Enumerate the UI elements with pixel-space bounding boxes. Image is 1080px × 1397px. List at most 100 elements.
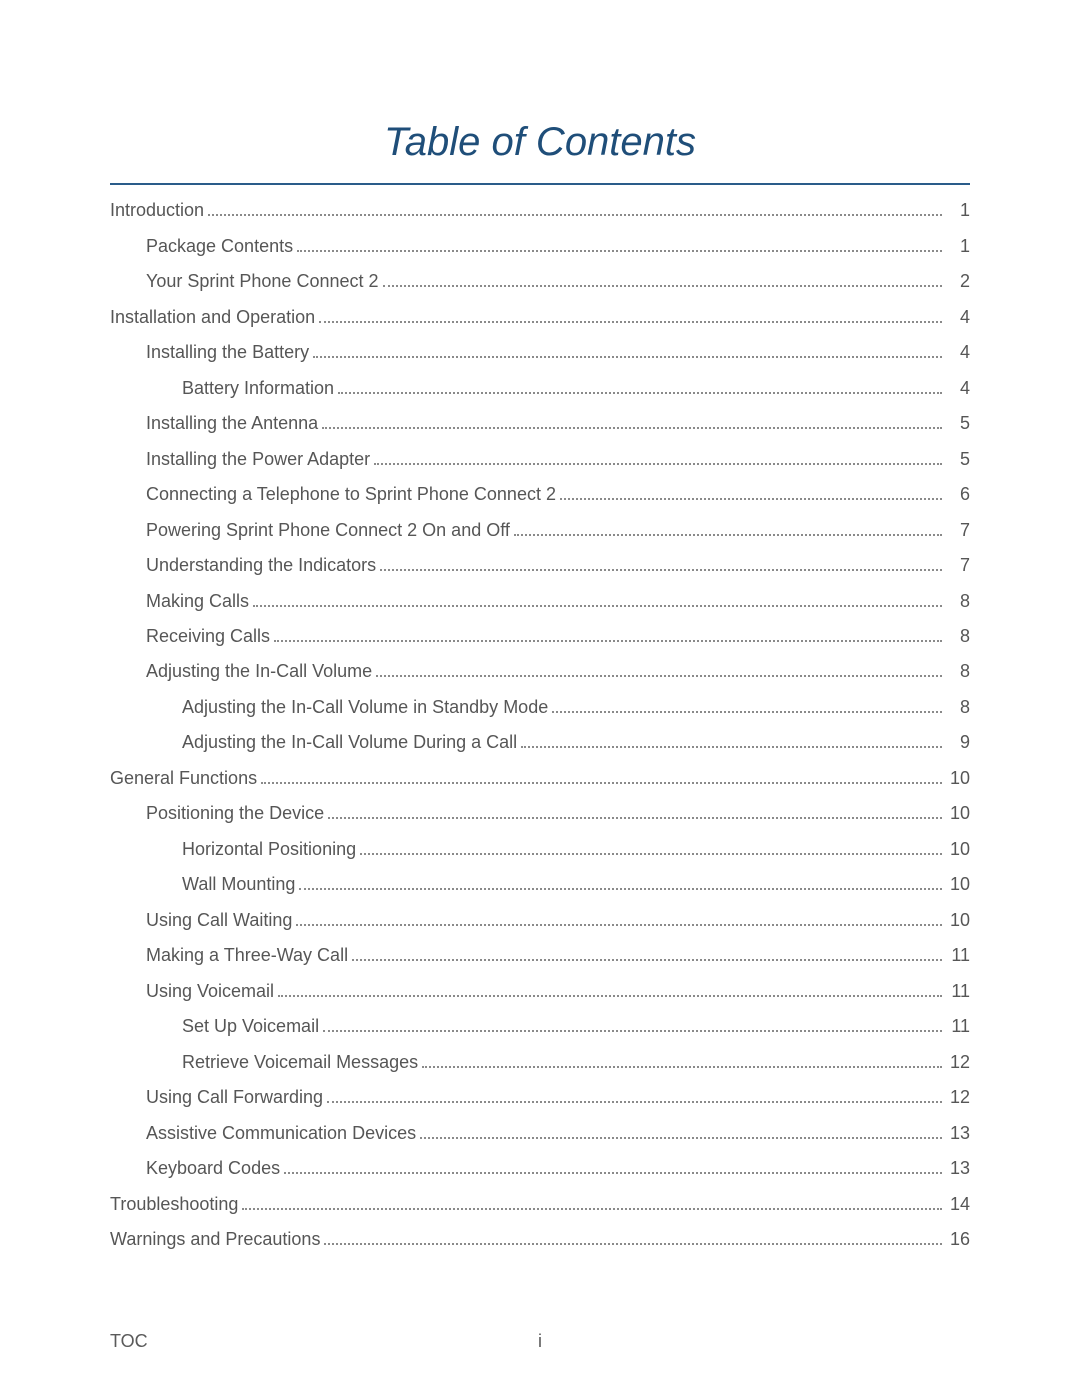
toc-entry[interactable]: Adjusting the In-Call Volume in Standby … — [110, 695, 970, 719]
footer-page-number: i — [0, 1331, 1080, 1352]
toc-entry[interactable]: Positioning the Device10 — [110, 801, 970, 825]
toc-entry-page: 7 — [946, 518, 970, 542]
toc-entry[interactable]: Making a Three-Way Call 11 — [110, 943, 970, 967]
toc-leader-dots — [284, 1156, 942, 1174]
toc-entry[interactable]: Package Contents1 — [110, 233, 970, 257]
toc-entry[interactable]: Connecting a Telephone to Sprint Phone C… — [110, 482, 970, 506]
toc-leader-dots — [420, 1121, 942, 1139]
toc-entry-page: 8 — [946, 624, 970, 648]
toc-entry-label: Adjusting the In-Call Volume in Standby … — [182, 695, 548, 719]
toc-leader-dots — [324, 1227, 942, 1245]
toc-entry[interactable]: Troubleshooting 14 — [110, 1192, 970, 1216]
toc-leader-dots — [296, 908, 942, 926]
toc-entry[interactable]: Understanding the Indicators 7 — [110, 553, 970, 577]
toc-leader-dots — [261, 766, 942, 784]
toc-entry-label: Troubleshooting — [110, 1192, 238, 1216]
toc-entry-label: Retrieve Voicemail Messages — [182, 1050, 418, 1074]
toc-leader-dots — [327, 1085, 942, 1103]
toc-entry[interactable]: Assistive Communication Devices13 — [110, 1121, 970, 1145]
toc-entry[interactable]: Installation and Operation4 — [110, 304, 970, 328]
toc-entry-page: 4 — [946, 340, 970, 364]
toc-entry-label: Positioning the Device — [146, 801, 324, 825]
toc-leader-dots — [383, 269, 943, 287]
toc-leader-dots — [376, 659, 942, 677]
toc-entry[interactable]: Using Call Waiting10 — [110, 908, 970, 932]
toc-entry[interactable]: Making Calls8 — [110, 588, 970, 612]
toc-entry-page: 2 — [946, 269, 970, 293]
toc-entry[interactable]: Installing the Antenna 5 — [110, 411, 970, 435]
toc-entry[interactable]: Warnings and Precautions16 — [110, 1227, 970, 1251]
toc-entry-page: 10 — [946, 766, 970, 790]
toc-leader-dots — [299, 872, 942, 890]
toc-entry-page: 4 — [946, 376, 970, 400]
toc-entry[interactable]: Installing the Battery4 — [110, 340, 970, 364]
toc-entry-page: 12 — [946, 1050, 970, 1074]
toc-entry-label: Understanding the Indicators — [146, 553, 376, 577]
toc-entry-label: Keyboard Codes — [146, 1156, 280, 1180]
toc-entry-page: 11 — [946, 943, 970, 967]
toc-entry[interactable]: General Functions 10 — [110, 766, 970, 790]
toc-entry[interactable]: Your Sprint Phone Connect 2 2 — [110, 269, 970, 293]
toc-leader-dots — [374, 446, 942, 464]
toc-entry-label: Installation and Operation — [110, 305, 315, 329]
toc-title: Table of Contents — [110, 120, 970, 185]
toc-entry-label: Package Contents — [146, 234, 293, 258]
toc-entry-label: General Functions — [110, 766, 257, 790]
toc-entry-label: Your Sprint Phone Connect 2 — [146, 269, 379, 293]
toc-entry-label: Horizontal Positioning — [182, 837, 356, 861]
toc-entry[interactable]: Using Voicemail 11 — [110, 979, 970, 1003]
toc-entry[interactable]: Adjusting the In-Call Volume 8 — [110, 659, 970, 683]
toc-leader-dots — [552, 695, 942, 713]
toc-entry-label: Installing the Antenna — [146, 411, 318, 435]
toc-entry[interactable]: Keyboard Codes 13 — [110, 1156, 970, 1180]
toc-entry[interactable]: Receiving Calls 8 — [110, 624, 970, 648]
toc-entry-page: 11 — [946, 1014, 970, 1038]
toc-entry-label: Installing the Power Adapter — [146, 447, 370, 471]
toc-leader-dots — [253, 588, 942, 606]
toc-entry[interactable]: Wall Mounting10 — [110, 872, 970, 896]
toc-entry[interactable]: Battery Information 4 — [110, 375, 970, 399]
toc-list: Introduction1Package Contents1Your Sprin… — [110, 198, 970, 1263]
toc-entry-page: 8 — [946, 659, 970, 683]
toc-leader-dots — [338, 375, 942, 393]
toc-entry-page: 11 — [946, 979, 970, 1003]
toc-entry-label: Using Call Forwarding — [146, 1085, 323, 1109]
toc-entry[interactable]: Powering Sprint Phone Connect 2 On and O… — [110, 517, 970, 541]
toc-leader-dots — [560, 482, 942, 500]
toc-leader-dots — [514, 517, 942, 535]
toc-entry-label: Making a Three-Way Call — [146, 943, 348, 967]
toc-entry[interactable]: Installing the Power Adapter 5 — [110, 446, 970, 470]
toc-entry-label: Battery Information — [182, 376, 334, 400]
toc-entry-page: 14 — [946, 1192, 970, 1216]
toc-leader-dots — [242, 1192, 942, 1210]
toc-leader-dots — [208, 198, 942, 216]
toc-leader-dots — [319, 304, 942, 322]
toc-entry-page: 7 — [946, 553, 970, 577]
toc-entry[interactable]: Using Call Forwarding 12 — [110, 1085, 970, 1109]
toc-leader-dots — [322, 411, 942, 429]
toc-entry-page: 9 — [946, 730, 970, 754]
toc-entry-page: 13 — [946, 1156, 970, 1180]
toc-entry-label: Using Voicemail — [146, 979, 274, 1003]
toc-entry-label: Set Up Voicemail — [182, 1014, 319, 1038]
toc-leader-dots — [352, 943, 942, 961]
toc-entry-page: 5 — [946, 447, 970, 471]
toc-entry-label: Adjusting the In-Call Volume — [146, 659, 372, 683]
toc-entry[interactable]: Set Up Voicemail 11 — [110, 1014, 970, 1038]
toc-leader-dots — [521, 730, 942, 748]
toc-entry-label: Receiving Calls — [146, 624, 270, 648]
toc-entry[interactable]: Horizontal Positioning10 — [110, 837, 970, 861]
toc-entry-page: 12 — [946, 1085, 970, 1109]
toc-leader-dots — [328, 801, 942, 819]
toc-leader-dots — [323, 1014, 942, 1032]
toc-entry[interactable]: Retrieve Voicemail Messages 12 — [110, 1050, 970, 1074]
toc-entry-page: 1 — [946, 198, 970, 222]
toc-entry-page: 5 — [946, 411, 970, 435]
toc-entry[interactable]: Introduction1 — [110, 198, 970, 222]
toc-entry-page: 6 — [946, 482, 970, 506]
toc-leader-dots — [313, 340, 942, 358]
toc-entry-page: 8 — [946, 695, 970, 719]
toc-entry-label: Using Call Waiting — [146, 908, 292, 932]
toc-entry[interactable]: Adjusting the In-Call Volume During a Ca… — [110, 730, 970, 754]
toc-entry-label: Making Calls — [146, 589, 249, 613]
